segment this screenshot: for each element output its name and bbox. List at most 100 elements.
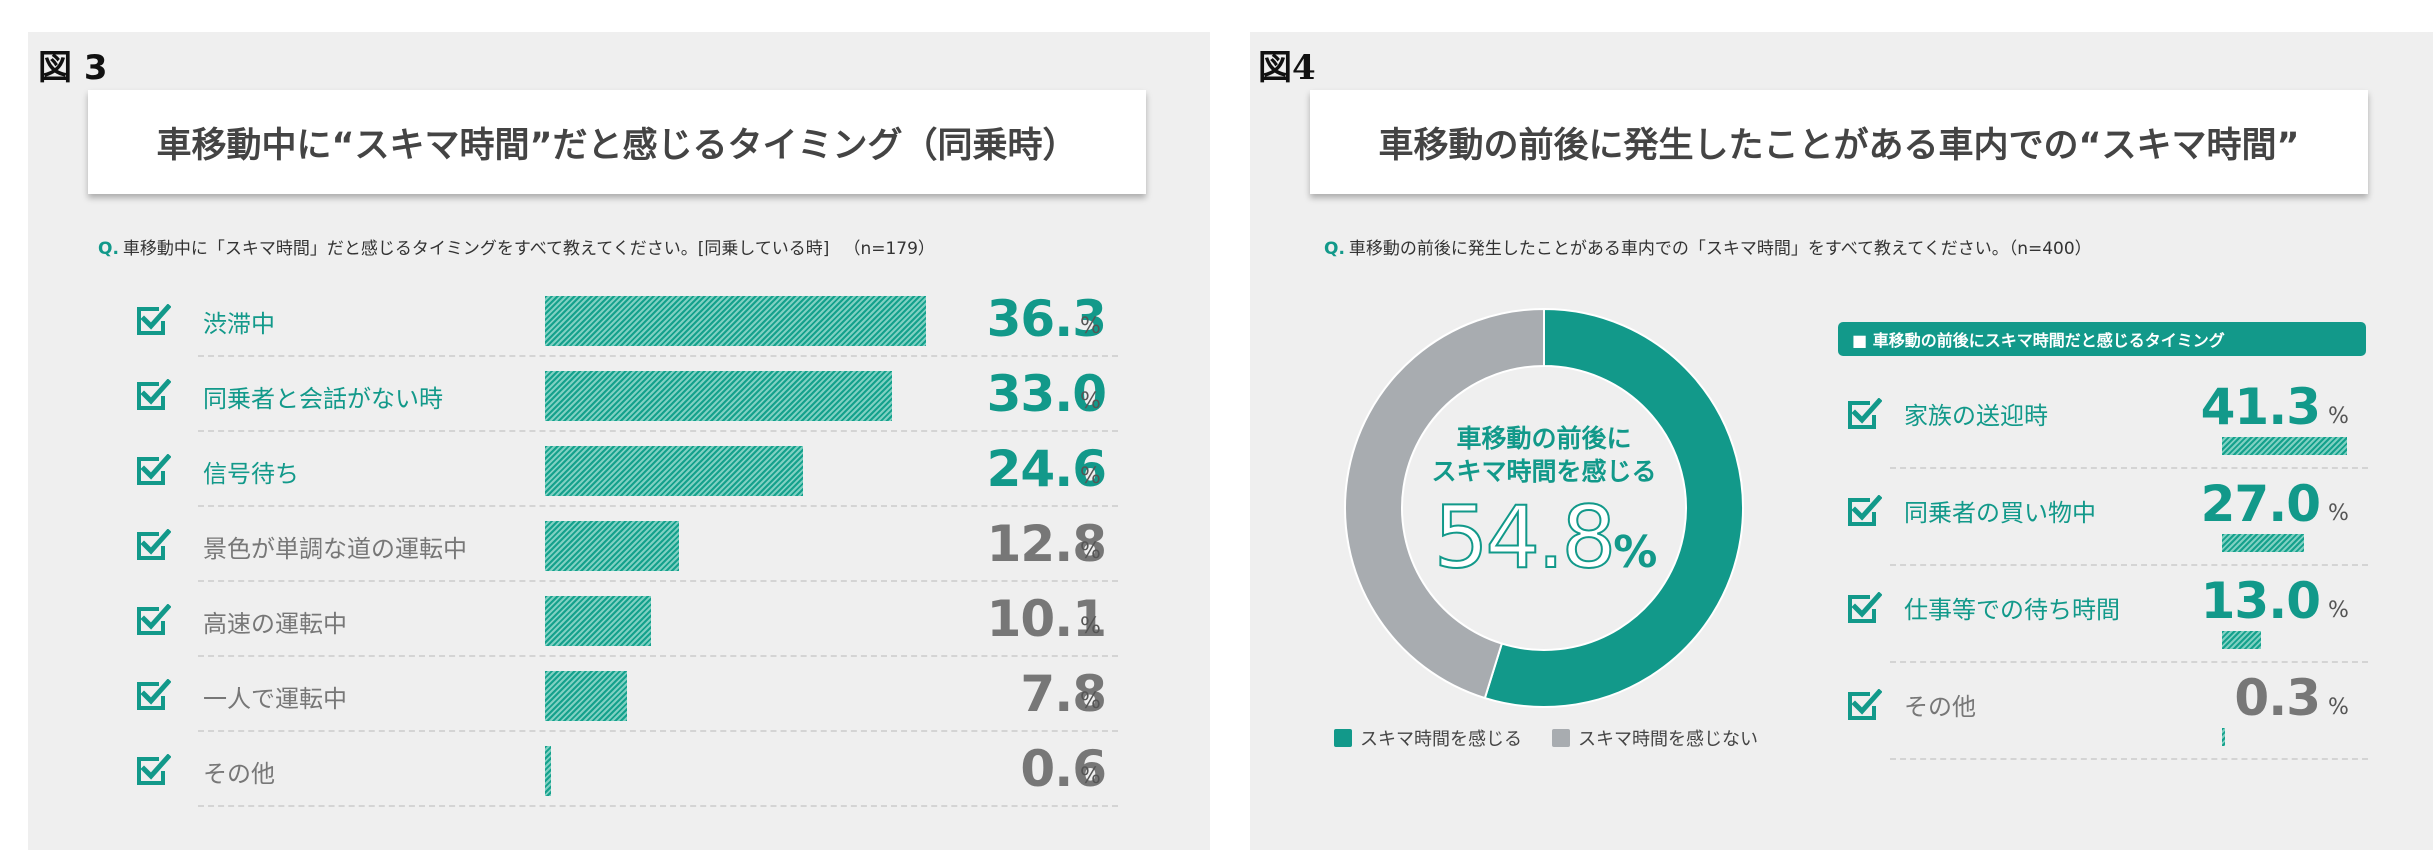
donut-value-number: 54.8 bbox=[1433, 487, 1617, 589]
bar bbox=[2222, 437, 2347, 455]
chart-row: 家族の送迎時 41.3% bbox=[1840, 372, 2368, 469]
row-divider bbox=[198, 430, 1118, 432]
percent-unit: % bbox=[1080, 614, 1101, 639]
chart-row: 仕事等での待ち時間 13.0% bbox=[1840, 566, 2368, 663]
category-label: 仕事等での待ち時間 bbox=[1904, 596, 2120, 624]
row-divider bbox=[1890, 758, 2368, 760]
percent-unit: % bbox=[1080, 464, 1101, 489]
figure-4-title: 車移動の前後に発生したことがある車内での“スキマ時間” bbox=[1310, 90, 2368, 194]
category-label: その他 bbox=[1904, 693, 1976, 721]
chart-row: 同乗者の買い物中 27.0% bbox=[1840, 469, 2368, 566]
chart-row: 信号待ち 24.6% bbox=[28, 432, 1210, 507]
checkbox-checked-icon bbox=[137, 754, 171, 785]
checkbox-checked-icon bbox=[137, 679, 171, 710]
checkbox-checked-icon bbox=[137, 454, 171, 485]
value-label: 12.8 bbox=[986, 515, 1107, 573]
donut-caption-line-1: 車移動の前後に bbox=[1456, 424, 1632, 453]
category-label: 高速の運転中 bbox=[203, 610, 347, 638]
figure-3-label: 図 3 bbox=[38, 48, 108, 88]
category-label: 同乗者と会話がない時 bbox=[203, 385, 443, 413]
value-label: 13.0 bbox=[2200, 572, 2321, 630]
timing-sub-header: ■ 車移動の前後にスキマ時間だと感じるタイミング bbox=[1838, 322, 2366, 356]
bar-track bbox=[2222, 437, 2352, 455]
percent-unit: % bbox=[1080, 764, 1101, 789]
percent-unit: % bbox=[2328, 598, 2349, 623]
bar bbox=[545, 521, 680, 571]
legend-item-not-feel: スキマ時間を感じない bbox=[1552, 725, 1758, 751]
bar-track bbox=[545, 446, 925, 496]
bar bbox=[2222, 728, 2225, 746]
value-label: 0.6 bbox=[1020, 740, 1107, 798]
row-divider bbox=[198, 580, 1118, 582]
figure-3-panel: 図 3 車移動中に“スキマ時間”だと感じるタイミング（同乗時） Q. 車移動中に「… bbox=[28, 32, 1210, 850]
figure-3-title: 車移動中に“スキマ時間”だと感じるタイミング（同乗時） bbox=[88, 90, 1146, 194]
bar-track bbox=[545, 746, 925, 796]
donut-center-label: 車移動の前後に スキマ時間を感じる 54.8% bbox=[1418, 422, 1670, 603]
bar-track bbox=[545, 296, 927, 346]
percent-unit: % bbox=[1080, 689, 1101, 714]
bar bbox=[545, 671, 627, 721]
donut-value-unit: % bbox=[1613, 527, 1657, 578]
bar bbox=[545, 596, 652, 646]
value-label: 0.3 bbox=[2234, 669, 2321, 727]
chart-row: 一人で運転中 7.8% bbox=[28, 657, 1210, 732]
chart-row: その他 0.3% bbox=[1840, 663, 2368, 760]
figure-4-question: Q. 車移動の前後に発生したことがある車内での「スキマ時間」をすべて教えてください… bbox=[1324, 234, 2092, 259]
bar-track bbox=[2222, 728, 2352, 746]
percent-unit: % bbox=[2328, 695, 2349, 720]
bar bbox=[545, 446, 804, 496]
row-divider bbox=[198, 355, 1118, 357]
percent-unit: % bbox=[1080, 314, 1101, 339]
percent-unit: % bbox=[1080, 389, 1101, 414]
percent-unit: % bbox=[2328, 404, 2349, 429]
bar-track bbox=[2222, 631, 2352, 649]
donut-slice bbox=[1344, 307, 1545, 700]
chart-row: 景色が単調な道の運転中 12.8% bbox=[28, 507, 1210, 582]
question-text: 車移動中に「スキマ時間」だと感じるタイミングをすべて教えてください。[同乗してい… bbox=[122, 239, 830, 259]
legend-label-not-feel: スキマ時間を感じない bbox=[1578, 729, 1758, 750]
category-label: 信号待ち bbox=[203, 460, 299, 488]
bar bbox=[545, 746, 552, 796]
category-label: その他 bbox=[203, 760, 275, 788]
checkbox-checked-icon bbox=[137, 304, 171, 335]
row-divider bbox=[198, 730, 1118, 732]
bar bbox=[545, 296, 927, 346]
bar bbox=[2222, 631, 2262, 649]
legend-swatch-teal bbox=[1334, 729, 1352, 747]
chart-row: 同乗者と会話がない時 33.0% bbox=[28, 357, 1210, 432]
category-label: 景色が単調な道の運転中 bbox=[203, 535, 467, 563]
value-label: 7.8 bbox=[1020, 665, 1107, 723]
value-label: 33.0 bbox=[986, 365, 1107, 423]
row-divider bbox=[198, 805, 1118, 807]
chart-row: 渋滞中 36.3% bbox=[28, 282, 1210, 357]
question-mark: Q. bbox=[1324, 239, 1345, 259]
percent-unit: % bbox=[2328, 501, 2349, 526]
category-label: 一人で運転中 bbox=[203, 685, 347, 713]
row-divider bbox=[1890, 564, 2368, 566]
value-label: 10.1 bbox=[986, 590, 1107, 648]
row-divider bbox=[1890, 467, 2368, 469]
sample-size: （n=400） bbox=[2008, 239, 2092, 259]
chart-row: 高速の運転中 10.1% bbox=[28, 582, 1210, 657]
checkbox-checked-icon bbox=[137, 379, 171, 410]
percent-unit: % bbox=[1080, 539, 1101, 564]
bar bbox=[545, 371, 892, 421]
figure-3-question: Q. 車移動中に「スキマ時間」だと感じるタイミングをすべて教えてください。[同乗し… bbox=[98, 234, 935, 259]
question-text: 車移動の前後に発生したことがある車内での「スキマ時間」をすべて教えてください。 bbox=[1348, 239, 2009, 259]
bar bbox=[2222, 534, 2304, 552]
value-label: 24.6 bbox=[986, 440, 1107, 498]
question-mark: Q. bbox=[98, 239, 119, 259]
bar-track bbox=[545, 671, 925, 721]
bar-track bbox=[2222, 534, 2352, 552]
donut-value: 54.8% bbox=[1418, 487, 1670, 603]
checkbox-checked-icon bbox=[137, 529, 171, 560]
category-label: 同乗者の買い物中 bbox=[1904, 499, 2096, 527]
donut-caption-line-2: スキマ時間を感じる bbox=[1431, 457, 1657, 486]
category-label: 家族の送迎時 bbox=[1904, 402, 2048, 430]
row-divider bbox=[1890, 661, 2368, 663]
bar-track bbox=[545, 596, 925, 646]
legend-swatch-gray bbox=[1552, 729, 1570, 747]
legend-label-feel: スキマ時間を感じる bbox=[1360, 729, 1522, 750]
sample-size: （n=179） bbox=[843, 239, 935, 259]
row-divider bbox=[198, 655, 1118, 657]
